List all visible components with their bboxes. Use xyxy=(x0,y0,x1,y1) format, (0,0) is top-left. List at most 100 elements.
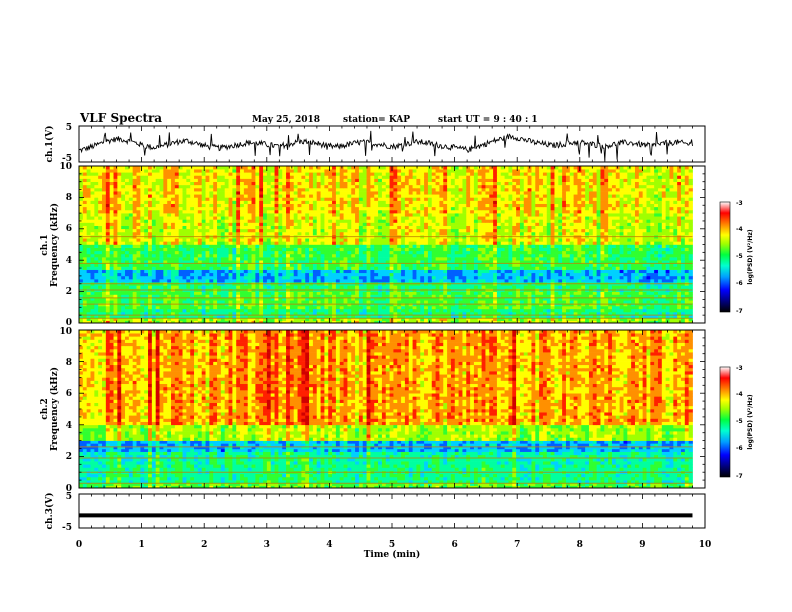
ch1-spec-cell xyxy=(485,308,490,313)
ch1-spec-cell xyxy=(301,303,306,307)
ch1-spec-cell xyxy=(385,228,390,233)
ch1-spec-cell xyxy=(427,303,433,307)
ch1-spec-cell xyxy=(642,318,647,321)
ch1-spec-cell xyxy=(140,315,145,319)
ch1-spec-cell xyxy=(163,266,168,270)
ch1-spec-cell xyxy=(638,272,644,277)
ch1-spec-cell xyxy=(596,303,601,307)
ch1-spec-cell xyxy=(504,238,509,242)
ch1-spec-cell xyxy=(151,303,157,307)
ch1-spec-cell xyxy=(335,269,341,274)
ch1-spec-cell xyxy=(481,315,486,319)
ch1-spec-cell xyxy=(213,247,218,252)
ch1-spec-cell xyxy=(684,279,690,283)
ch1-spec-cell xyxy=(523,305,528,310)
ch1-spec-cell xyxy=(174,291,180,295)
ch1-spec-cell xyxy=(416,247,421,252)
ch1-spec-cell xyxy=(427,266,433,270)
ch1-spec-cell xyxy=(309,279,314,283)
ch1-spec-cell xyxy=(132,247,137,252)
ch1-spec-cell xyxy=(623,247,628,252)
ch1-spec-cell xyxy=(144,257,149,261)
ch1-spec-cell xyxy=(125,253,130,258)
ch1-spec-cell xyxy=(136,312,141,316)
ch1-spec-cell xyxy=(573,320,578,324)
ch1-spec-cell xyxy=(523,318,528,321)
ch1-spec-cell xyxy=(654,257,659,261)
ch1-spec-cell xyxy=(186,228,191,233)
ch1-spec-cell xyxy=(493,279,498,283)
ch1-spec-cell xyxy=(443,266,448,270)
ch1-spec-cell xyxy=(205,308,210,313)
ch1-spec-cell xyxy=(642,300,647,304)
ch1-spec-cell xyxy=(109,294,114,298)
ch1-spec-cell xyxy=(309,318,314,321)
ch1-spec-cell xyxy=(259,294,264,298)
ch1-spec-cell xyxy=(443,308,448,313)
ch1-spec-cell xyxy=(270,294,275,298)
ch1-spec-cell xyxy=(155,300,160,304)
ch1-spec-cell xyxy=(105,241,111,245)
ch1-spec-cell xyxy=(473,253,479,258)
ch1-spec-cell xyxy=(151,244,157,248)
ch1-spec-cell xyxy=(102,300,107,304)
ch1-spec-cell xyxy=(489,320,494,324)
ch1-spec-cell xyxy=(646,238,651,242)
ch1-spec-cell xyxy=(197,244,203,248)
ch1-spec-cell xyxy=(370,312,375,316)
ch1-spec-cell xyxy=(232,241,237,245)
ch1-spec-cell xyxy=(213,241,218,245)
ch1-spec-cell xyxy=(619,244,624,248)
ch1-spec-cell xyxy=(412,308,417,313)
ch1-spec-cell xyxy=(496,312,502,316)
ch1-spec-cell xyxy=(197,303,203,307)
ch1-spec-cell xyxy=(654,231,659,236)
ch1-spec-cell xyxy=(240,231,245,236)
ch1-spec-cell xyxy=(688,308,693,313)
ch1-spec-cell xyxy=(286,244,291,248)
ch1-spec-cell xyxy=(347,269,352,274)
ch1-spec-cell xyxy=(209,297,214,301)
ch1-spec-cell xyxy=(174,266,180,270)
ch1-spec-cell xyxy=(289,305,295,310)
ch1-spec-cell xyxy=(385,279,390,283)
ch1-spec-cell xyxy=(416,266,421,270)
ch1-spec-cell xyxy=(312,303,318,307)
ch1-spec-cell xyxy=(588,250,594,255)
ch1-spec-cell xyxy=(569,244,575,248)
ch1-spec-cell xyxy=(646,244,651,248)
ch1-spec-cell xyxy=(585,257,590,261)
ch1-spec-cell xyxy=(144,272,149,277)
ch1-spec-cell xyxy=(136,318,141,321)
ch1-spec-cell xyxy=(477,318,482,321)
ch1-spec-cell xyxy=(366,272,371,277)
ch1-spec-cell xyxy=(90,253,95,258)
ch1-spec-cell xyxy=(121,260,126,264)
ch1-spec-cell xyxy=(554,250,559,255)
ch1-spec-cell xyxy=(339,238,344,242)
ch1-spec-cell xyxy=(673,308,678,313)
ch1-spec-cell xyxy=(194,312,199,316)
ch1-spec-cell xyxy=(232,312,237,316)
ch1-spec-cell xyxy=(684,315,690,319)
ch1-spec-cell xyxy=(98,272,103,277)
ch1-spec-cell xyxy=(546,275,552,280)
ch1-spec-cell xyxy=(546,318,552,321)
ch1-spec-cell xyxy=(462,285,467,289)
ch1-spec-cell xyxy=(186,279,191,283)
ch1-spec-cell xyxy=(286,272,291,277)
ch1-spec-cell xyxy=(293,291,298,295)
ch1-spec-cell xyxy=(293,275,298,280)
ch1-spec-cell xyxy=(128,257,134,261)
ch1-spec-cell xyxy=(374,260,379,264)
ch1-spec-cell xyxy=(539,294,544,298)
ch1-spec-cell xyxy=(243,247,249,252)
ch1-spec-cell xyxy=(500,315,505,319)
ch1-spec-cell xyxy=(140,272,145,277)
ch1-spec-cell xyxy=(228,305,233,310)
ch1-spec-cell xyxy=(397,241,402,245)
ch1-spec-cell xyxy=(650,308,655,313)
ch1-spec-cell xyxy=(573,305,578,310)
ch1-spec-cell xyxy=(634,318,640,321)
ch1-spec-cell xyxy=(389,312,394,316)
